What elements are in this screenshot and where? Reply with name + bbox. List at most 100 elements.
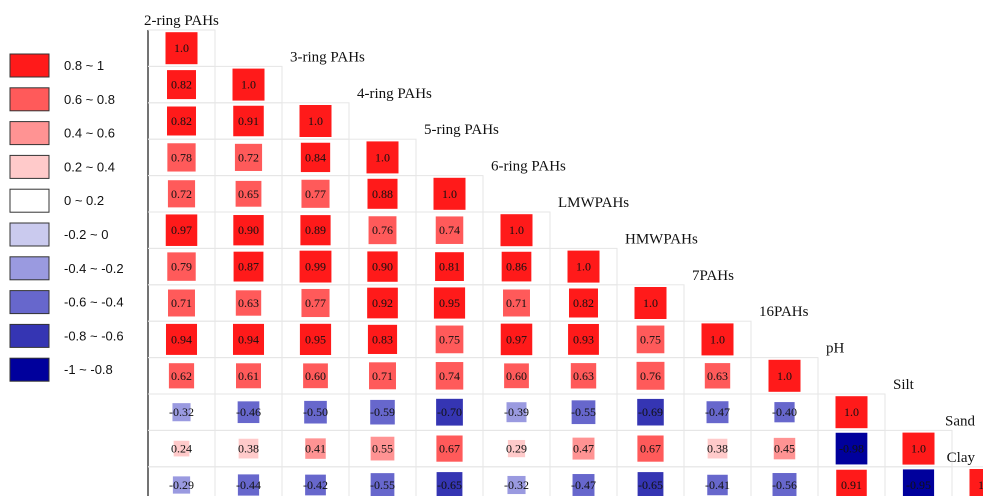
correlation-value: 0.61 xyxy=(238,369,259,383)
legend-swatch xyxy=(9,188,50,213)
correlation-value: 0.95 xyxy=(305,332,326,346)
legend-label: -0.8 ~ -0.6 xyxy=(64,328,124,343)
correlation-value: 1.0 xyxy=(844,405,859,419)
variable-label: Clay xyxy=(947,450,976,466)
correlation-value: 0.90 xyxy=(372,260,393,274)
correlation-value: -0.44 xyxy=(236,478,261,492)
correlation-value: 0.63 xyxy=(707,369,728,383)
correlation-square xyxy=(436,435,463,462)
correlation-value: 0.71 xyxy=(171,296,192,310)
correlation-square xyxy=(233,105,264,137)
correlation-value: 0.88 xyxy=(372,187,393,201)
legend-label: 0.6 ~ 0.8 xyxy=(64,92,115,107)
correlation-value: 0.91 xyxy=(841,478,862,492)
correlation-square xyxy=(707,438,728,459)
correlation-value: -0.41 xyxy=(705,478,730,492)
correlation-square xyxy=(569,288,598,318)
correlation-value: 0.47 xyxy=(573,442,594,456)
correlation-value: 1.0 xyxy=(375,150,390,164)
variable-label: Silt xyxy=(893,377,915,393)
correlation-square xyxy=(300,215,331,246)
legend-label: 0.8 ~ 1 xyxy=(64,58,104,73)
correlation-square xyxy=(835,432,868,465)
correlation-value: -0.47 xyxy=(705,405,730,419)
correlation-square xyxy=(902,432,935,465)
correlation-value: 0.62 xyxy=(171,369,192,383)
variable-labels: 2-ring PAHs 3-ring PAHs 4-ring PAHs 5-ring … xyxy=(144,13,976,466)
correlation-square xyxy=(232,68,265,101)
legend-swatch xyxy=(9,154,50,179)
correlation-square xyxy=(237,474,260,496)
correlation-value: 0.78 xyxy=(171,150,192,164)
correlation-square xyxy=(435,252,464,281)
legend-label: -1 ~ -0.8 xyxy=(64,362,113,377)
correlation-value: -0.98 xyxy=(839,442,864,456)
correlation-square xyxy=(570,363,597,389)
correlation-value: 0.87 xyxy=(238,260,259,274)
correlation-square xyxy=(500,323,533,356)
correlation-value: 0.79 xyxy=(171,260,192,274)
correlation-value: 0.99 xyxy=(305,260,326,274)
correlation-square xyxy=(836,469,867,496)
correlation-square xyxy=(706,401,729,424)
correlation-value: -0.32 xyxy=(169,405,194,419)
correlation-value: 0.81 xyxy=(439,260,460,274)
legend-label: -0.4 ~ -0.2 xyxy=(64,261,124,276)
correlation-value: -0.55 xyxy=(370,478,395,492)
legend-swatch xyxy=(9,222,50,247)
correlation-value: 0.60 xyxy=(506,369,527,383)
correlation-value: 0.84 xyxy=(305,150,326,164)
correlation-square xyxy=(436,398,463,426)
correlation-square xyxy=(233,215,264,246)
correlation-value: -0.47 xyxy=(571,478,596,492)
correlation-square xyxy=(772,473,797,496)
correlation-square xyxy=(173,440,190,457)
correlation-value: 0.77 xyxy=(305,187,326,201)
correlation-value: 0.67 xyxy=(439,442,460,456)
correlation-value: 0.94 xyxy=(238,332,259,346)
correlation-square xyxy=(370,436,395,461)
variable-label: 4-ring PAHs xyxy=(357,86,432,102)
correlation-value: 1.0 xyxy=(777,369,792,383)
correlation-square xyxy=(305,438,326,459)
correlation-value: 0.95 xyxy=(439,296,460,310)
correlation-value: 0.82 xyxy=(171,114,192,128)
correlation-square xyxy=(167,143,196,172)
variable-label: pH xyxy=(826,341,845,357)
correlation-square xyxy=(572,437,595,460)
correlation-square xyxy=(501,251,532,282)
correlation-value: 0.83 xyxy=(372,332,393,346)
correlation-value: 1.0 xyxy=(978,478,983,492)
correlation-square xyxy=(902,469,935,496)
correlation-value: -0.70 xyxy=(437,405,462,419)
correlation-square xyxy=(237,401,260,424)
correlation-square xyxy=(370,473,395,496)
correlation-square xyxy=(506,402,527,423)
correlation-square xyxy=(433,287,466,319)
correlation-square xyxy=(235,290,262,316)
correlation-value: 0.55 xyxy=(372,442,393,456)
correlation-value: -0.42 xyxy=(303,478,328,492)
correlation-value: 1.0 xyxy=(308,114,323,128)
correlation-square xyxy=(234,143,263,171)
correlation-square xyxy=(172,403,191,422)
correlation-square xyxy=(435,216,464,244)
correlation-square xyxy=(299,250,332,283)
correlation-square xyxy=(367,287,398,319)
correlation-value: -0.32 xyxy=(504,478,529,492)
correlation-value: 0.72 xyxy=(238,150,259,164)
correlation-value: 0.93 xyxy=(573,332,594,346)
legend-label: 0.2 ~ 0.4 xyxy=(64,159,115,174)
legend-swatch xyxy=(9,323,50,348)
correlation-square xyxy=(238,438,259,459)
correlation-square xyxy=(774,402,795,423)
correlation-square xyxy=(637,398,664,426)
correlation-value: 0.91 xyxy=(238,114,259,128)
correlation-value: -0.55 xyxy=(571,405,596,419)
correlation-square xyxy=(299,105,332,137)
correlation-square xyxy=(235,180,262,207)
correlation-square xyxy=(435,362,464,390)
correlation-value: 1.0 xyxy=(174,41,189,55)
correlation-value: -0.39 xyxy=(504,405,529,419)
correlation-square xyxy=(704,363,731,389)
